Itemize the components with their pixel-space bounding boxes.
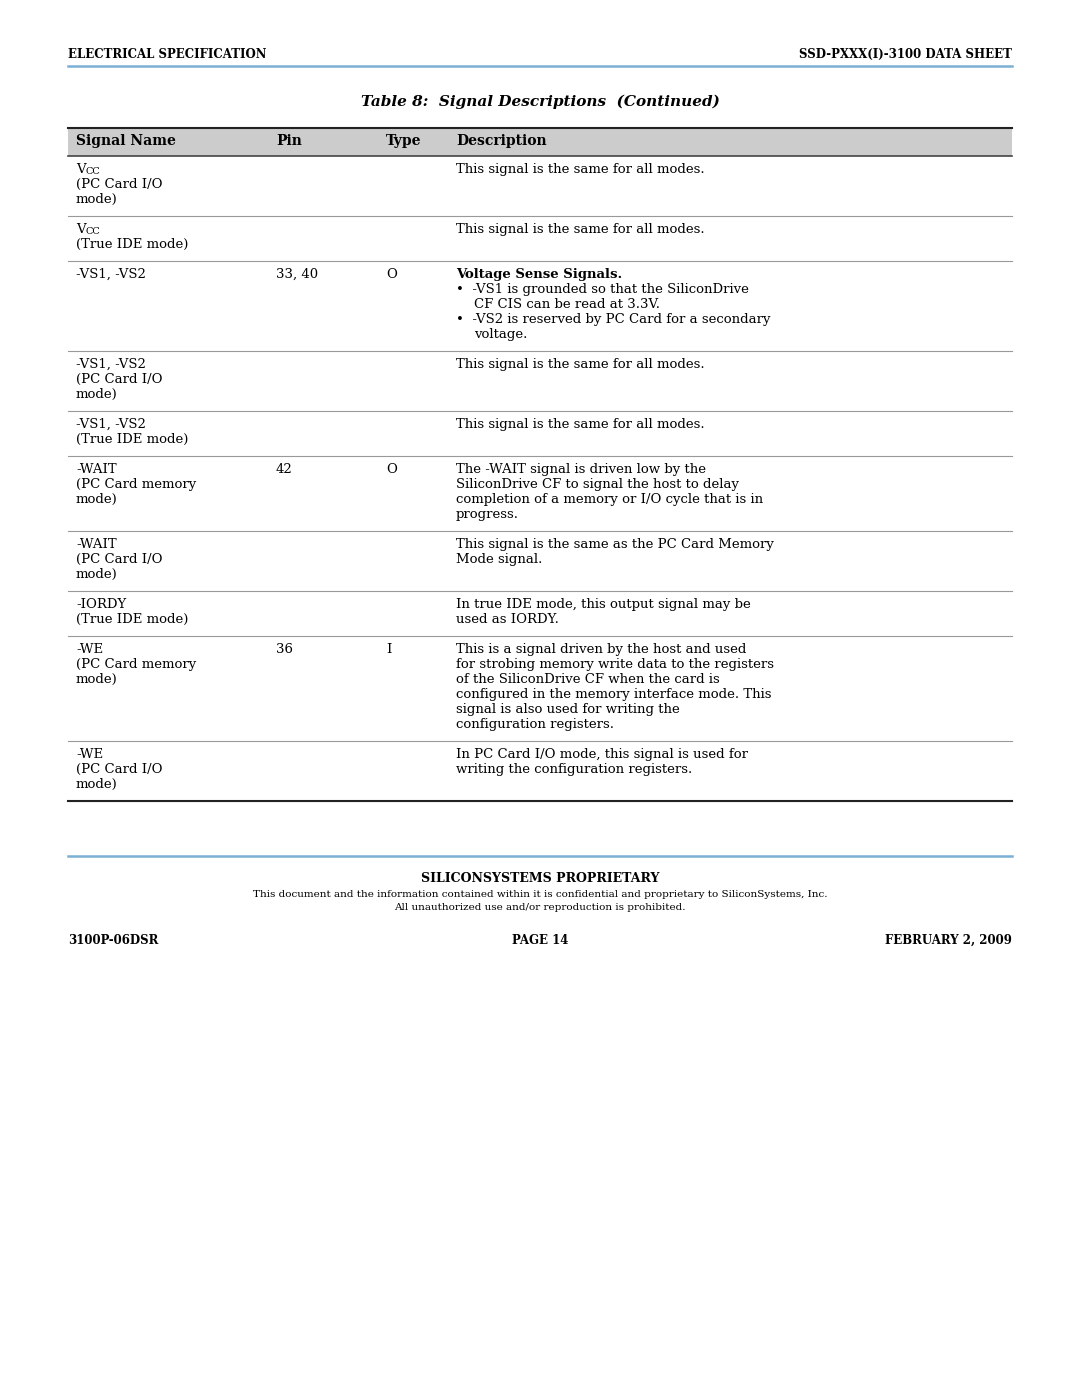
Text: -WE: -WE bbox=[76, 643, 103, 657]
Text: In PC Card I/O mode, this signal is used for: In PC Card I/O mode, this signal is used… bbox=[456, 747, 748, 761]
Text: V: V bbox=[76, 224, 85, 236]
Text: SiliconDrive CF to signal the host to delay: SiliconDrive CF to signal the host to de… bbox=[456, 478, 739, 490]
Text: -VS1, -VS2: -VS1, -VS2 bbox=[76, 268, 146, 281]
Text: mode): mode) bbox=[76, 569, 118, 581]
Text: Voltage Sense Signals.: Voltage Sense Signals. bbox=[456, 268, 622, 281]
Text: progress.: progress. bbox=[456, 509, 519, 521]
Text: 33, 40: 33, 40 bbox=[276, 268, 319, 281]
Text: voltage.: voltage. bbox=[474, 328, 527, 341]
Text: This signal is the same for all modes.: This signal is the same for all modes. bbox=[456, 224, 704, 236]
Text: -VS1, -VS2: -VS1, -VS2 bbox=[76, 358, 146, 372]
Text: 3100P-06DSR: 3100P-06DSR bbox=[68, 935, 159, 947]
Text: ELECTRICAL SPECIFICATION: ELECTRICAL SPECIFICATION bbox=[68, 47, 267, 61]
Text: (PC Card I/O: (PC Card I/O bbox=[76, 553, 162, 566]
Text: (PC Card I/O: (PC Card I/O bbox=[76, 763, 162, 775]
Text: of the SiliconDrive CF when the card is: of the SiliconDrive CF when the card is bbox=[456, 673, 719, 686]
Text: mode): mode) bbox=[76, 493, 118, 506]
Text: •  -VS1 is grounded so that the SiliconDrive: • -VS1 is grounded so that the SiliconDr… bbox=[456, 284, 748, 296]
Text: All unauthorized use and/or reproduction is prohibited.: All unauthorized use and/or reproduction… bbox=[394, 902, 686, 912]
Text: mode): mode) bbox=[76, 673, 118, 686]
Text: (True IDE mode): (True IDE mode) bbox=[76, 613, 188, 626]
Text: completion of a memory or I/O cycle that is in: completion of a memory or I/O cycle that… bbox=[456, 493, 764, 506]
Text: The -WAIT signal is driven low by the: The -WAIT signal is driven low by the bbox=[456, 462, 706, 476]
Text: This is a signal driven by the host and used: This is a signal driven by the host and … bbox=[456, 643, 746, 657]
Text: 42: 42 bbox=[276, 462, 293, 476]
Text: SILICONSYSTEMS PROPRIETARY: SILICONSYSTEMS PROPRIETARY bbox=[421, 872, 659, 886]
Text: Table 8:  Signal Descriptions  (Continued): Table 8: Signal Descriptions (Continued) bbox=[361, 95, 719, 109]
Text: (PC Card I/O: (PC Card I/O bbox=[76, 373, 162, 386]
Text: (True IDE mode): (True IDE mode) bbox=[76, 237, 188, 251]
Text: -IORDY: -IORDY bbox=[76, 598, 126, 610]
Text: Type: Type bbox=[386, 134, 421, 148]
Bar bbox=[68, 129, 1012, 156]
Text: O: O bbox=[386, 462, 396, 476]
Text: -WE: -WE bbox=[76, 747, 103, 761]
Text: FEBRUARY 2, 2009: FEBRUARY 2, 2009 bbox=[886, 935, 1012, 947]
Text: mode): mode) bbox=[76, 388, 118, 401]
Text: (PC Card memory: (PC Card memory bbox=[76, 478, 197, 490]
Text: This signal is the same for all modes.: This signal is the same for all modes. bbox=[456, 163, 704, 176]
Text: 36: 36 bbox=[276, 643, 293, 657]
Text: Description: Description bbox=[456, 134, 546, 148]
Text: This signal is the same as the PC Card Memory: This signal is the same as the PC Card M… bbox=[456, 538, 774, 550]
Text: Pin: Pin bbox=[276, 134, 302, 148]
Text: for strobing memory write data to the registers: for strobing memory write data to the re… bbox=[456, 658, 774, 671]
Text: O: O bbox=[386, 268, 396, 281]
Text: This signal is the same for all modes.: This signal is the same for all modes. bbox=[456, 358, 704, 372]
Text: writing the configuration registers.: writing the configuration registers. bbox=[456, 763, 692, 775]
Text: Mode signal.: Mode signal. bbox=[456, 553, 542, 566]
Text: Signal Name: Signal Name bbox=[76, 134, 176, 148]
Text: -WAIT: -WAIT bbox=[76, 538, 117, 550]
Text: -VS1, -VS2: -VS1, -VS2 bbox=[76, 418, 146, 432]
Text: I: I bbox=[386, 643, 391, 657]
Text: (True IDE mode): (True IDE mode) bbox=[76, 433, 188, 446]
Text: configured in the memory interface mode. This: configured in the memory interface mode.… bbox=[456, 687, 771, 701]
Text: used as IORDY.: used as IORDY. bbox=[456, 613, 558, 626]
Text: SSD-PXXX(I)-3100 DATA SHEET: SSD-PXXX(I)-3100 DATA SHEET bbox=[799, 47, 1012, 61]
Text: This document and the information contained within it is confidential and propri: This document and the information contai… bbox=[253, 890, 827, 900]
Text: V: V bbox=[76, 163, 85, 176]
Text: CC: CC bbox=[85, 168, 99, 176]
Text: (PC Card I/O: (PC Card I/O bbox=[76, 177, 162, 191]
Text: PAGE 14: PAGE 14 bbox=[512, 935, 568, 947]
Text: configuration registers.: configuration registers. bbox=[456, 718, 615, 731]
Text: -WAIT: -WAIT bbox=[76, 462, 117, 476]
Text: CC: CC bbox=[85, 226, 99, 236]
Text: In true IDE mode, this output signal may be: In true IDE mode, this output signal may… bbox=[456, 598, 751, 610]
Text: CF CIS can be read at 3.3V.: CF CIS can be read at 3.3V. bbox=[474, 298, 660, 312]
Text: mode): mode) bbox=[76, 778, 118, 791]
Text: •  -VS2 is reserved by PC Card for a secondary: • -VS2 is reserved by PC Card for a seco… bbox=[456, 313, 770, 326]
Text: This signal is the same for all modes.: This signal is the same for all modes. bbox=[456, 418, 704, 432]
Text: signal is also used for writing the: signal is also used for writing the bbox=[456, 703, 679, 717]
Text: mode): mode) bbox=[76, 193, 118, 205]
Text: (PC Card memory: (PC Card memory bbox=[76, 658, 197, 671]
